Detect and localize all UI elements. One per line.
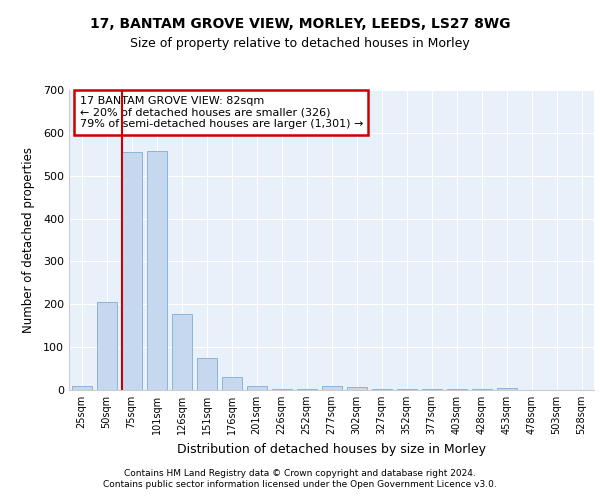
Bar <box>71 386 91 390</box>
Bar <box>371 389 392 390</box>
Bar <box>446 389 467 390</box>
Text: 17 BANTAM GROVE VIEW: 82sqm
← 20% of detached houses are smaller (326)
79% of se: 17 BANTAM GROVE VIEW: 82sqm ← 20% of det… <box>79 96 363 129</box>
Bar <box>121 152 142 390</box>
Bar <box>497 388 517 390</box>
Text: 17, BANTAM GROVE VIEW, MORLEY, LEEDS, LS27 8WG: 17, BANTAM GROVE VIEW, MORLEY, LEEDS, LS… <box>90 18 510 32</box>
Bar <box>221 377 241 390</box>
Text: Contains HM Land Registry data © Crown copyright and database right 2024.: Contains HM Land Registry data © Crown c… <box>124 468 476 477</box>
Bar <box>271 388 292 390</box>
Bar <box>347 386 367 390</box>
Bar <box>296 389 317 390</box>
Bar <box>322 386 341 390</box>
Bar <box>146 151 167 390</box>
Text: Size of property relative to detached houses in Morley: Size of property relative to detached ho… <box>130 38 470 51</box>
Bar <box>397 389 416 390</box>
Bar <box>197 358 217 390</box>
Bar <box>247 386 266 390</box>
Text: Contains public sector information licensed under the Open Government Licence v3: Contains public sector information licen… <box>103 480 497 489</box>
Bar <box>172 314 191 390</box>
Y-axis label: Number of detached properties: Number of detached properties <box>22 147 35 333</box>
X-axis label: Distribution of detached houses by size in Morley: Distribution of detached houses by size … <box>177 442 486 456</box>
Bar <box>421 389 442 390</box>
Bar <box>97 302 116 390</box>
Bar <box>472 389 491 390</box>
